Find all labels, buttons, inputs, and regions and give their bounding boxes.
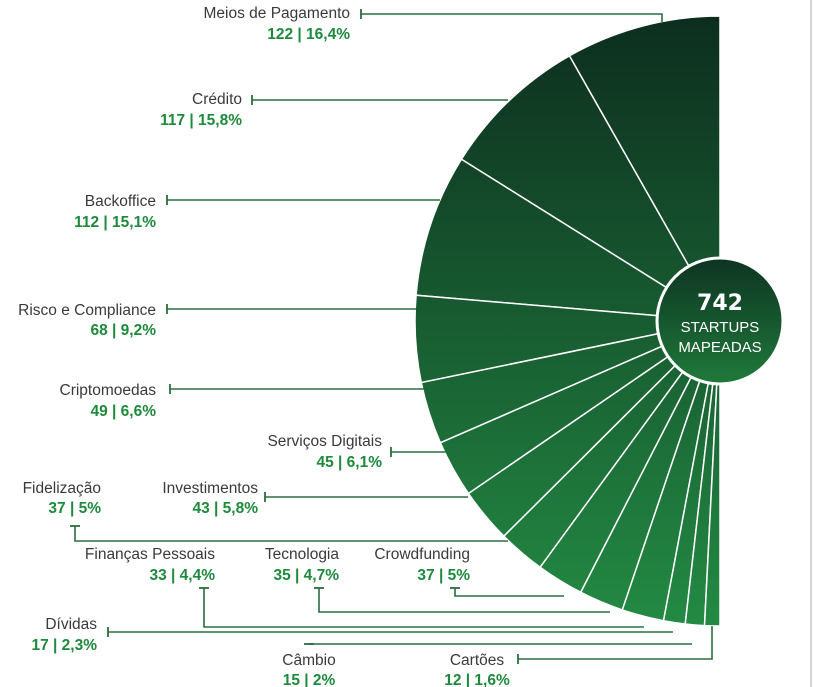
label-value-investimentos: 43 | 5,8% <box>192 500 258 517</box>
leader-line-crowdfunding <box>454 588 564 597</box>
leader-line-financas-pessoais <box>203 588 644 628</box>
label-value-cartoes: 12 | 1,6% <box>444 672 510 687</box>
label-name-criptomoedas: Criptomoedas <box>60 382 157 399</box>
label-name-backoffice: Backoffice <box>85 193 156 210</box>
slice-meios-de-pagamento <box>568 15 721 324</box>
label-name-dividas: Dívidas <box>45 616 97 633</box>
right-frame-line <box>810 0 812 687</box>
slice-credito <box>460 54 721 322</box>
label-value-tecnologia: 35 | 4,7% <box>273 567 339 584</box>
slice-backoffice <box>415 158 721 322</box>
label-value-crowdfunding: 37 | 5% <box>417 567 470 584</box>
label-name-tecnologia: Tecnologia <box>265 546 339 563</box>
leader-line-tecnologia <box>318 588 610 613</box>
label-name-servicos-digitais: Serviços Digitais <box>267 433 382 450</box>
leader-line-meios-de-pagamento <box>361 13 663 22</box>
slices-group <box>414 15 721 627</box>
label-value-backoffice: 112 | 15,1% <box>74 214 156 231</box>
label-value-servicos-digitais: 45 | 6,1% <box>316 454 382 471</box>
label-value-dividas: 17 | 2,3% <box>31 637 97 654</box>
label-name-cartoes: Cartões <box>450 652 505 669</box>
label-name-crowdfunding: Crowdfunding <box>374 546 470 563</box>
labels-group: Meios de Pagamento 122 | 16,4% Crédito 117 … <box>18 5 510 687</box>
total-label-line1: STARTUPS <box>681 319 760 336</box>
label-name-investimentos: Investimentos <box>162 480 258 497</box>
total-label-line2: MAPEADAS <box>678 339 761 356</box>
label-name-credito: Crédito <box>192 91 242 108</box>
label-value-fidelizacao: 37 | 5% <box>48 500 101 517</box>
label-name-risco-e-compliance: Risco e Compliance <box>18 302 156 319</box>
label-name-financas-pessoais: Finanças Pessoais <box>85 546 215 563</box>
label-value-credito: 117 | 15,8% <box>160 112 242 129</box>
label-value-criptomoedas: 49 | 6,6% <box>90 403 156 420</box>
label-value-meios-de-pagamento: 122 | 16,4% <box>267 26 350 43</box>
label-value-financas-pessoais: 33 | 4,4% <box>149 567 215 584</box>
label-value-cambio: 15 | 2% <box>283 672 336 687</box>
leader-lines-group <box>70 9 713 664</box>
center-circle <box>655 256 785 386</box>
total-count: 742 <box>697 291 743 316</box>
leader-line-fidelizacao <box>74 526 508 542</box>
label-name-meios-de-pagamento: Meios de Pagamento <box>204 5 350 22</box>
leader-line-cartoes <box>518 626 713 660</box>
label-name-cambio: Câmbio <box>282 652 335 669</box>
label-value-risco-e-compliance: 68 | 9,2% <box>90 322 156 339</box>
center-badge: 742 STARTUPS MAPEADAS <box>655 256 785 386</box>
slice-cartoes <box>703 320 721 627</box>
label-name-fidelizacao: Fidelização <box>23 480 101 497</box>
